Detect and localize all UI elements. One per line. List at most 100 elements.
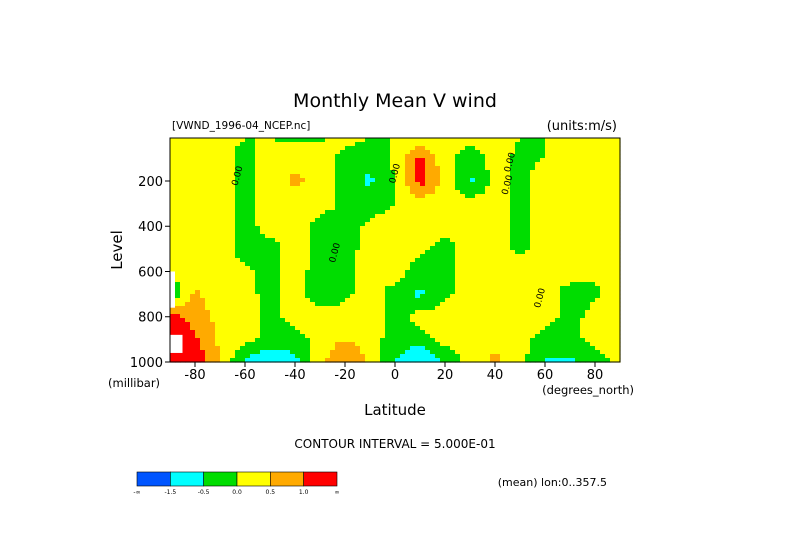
heatmap-cell	[225, 230, 231, 235]
heatmap-cell	[440, 190, 446, 195]
heatmap-cell	[500, 266, 506, 271]
heatmap-cell	[570, 166, 576, 171]
heatmap-cell	[235, 186, 241, 191]
heatmap-cell	[340, 186, 346, 191]
heatmap-cell	[350, 138, 356, 143]
heatmap-cell	[495, 174, 501, 179]
heatmap-cell	[230, 290, 236, 295]
heatmap-cell	[230, 298, 236, 303]
heatmap-cell	[305, 334, 311, 339]
heatmap-cell	[345, 338, 351, 343]
heatmap-cell	[515, 254, 521, 259]
heatmap-cell	[210, 330, 216, 335]
heatmap-cell	[380, 346, 386, 351]
heatmap-cell	[565, 338, 571, 343]
heatmap-cell	[445, 286, 451, 291]
heatmap-cell	[240, 354, 246, 359]
heatmap-cell	[560, 194, 566, 199]
heatmap-cell	[320, 242, 326, 247]
heatmap-cell	[370, 250, 376, 255]
heatmap-cell	[395, 246, 401, 251]
heatmap-cell	[400, 166, 406, 171]
heatmap-cell	[340, 354, 346, 359]
heatmap-cell	[425, 310, 431, 315]
heatmap-cell	[170, 178, 176, 183]
heatmap-cell	[305, 198, 311, 203]
heatmap-cell	[560, 166, 566, 171]
heatmap-cell	[525, 178, 531, 183]
heatmap-cell	[520, 146, 526, 151]
heatmap-cell	[550, 290, 556, 295]
heatmap-cell	[565, 326, 571, 331]
heatmap-cell	[275, 210, 281, 215]
heatmap-cell	[395, 346, 401, 351]
heatmap-cell	[215, 246, 221, 251]
heatmap-cell	[460, 322, 466, 327]
heatmap-cell	[410, 138, 416, 143]
heatmap-cell	[345, 326, 351, 331]
heatmap-cell	[550, 278, 556, 283]
heatmap-cell	[600, 158, 606, 163]
heatmap-cell	[470, 210, 476, 215]
heatmap-cell	[210, 314, 216, 319]
heatmap-cell	[520, 306, 526, 311]
heatmap-cell	[295, 222, 301, 227]
heatmap-cell	[410, 262, 416, 267]
heatmap-cell	[405, 290, 411, 295]
heatmap-cell	[300, 290, 306, 295]
heatmap-cell	[225, 326, 231, 331]
heatmap-cell	[425, 326, 431, 331]
heatmap-cell	[335, 150, 341, 155]
heatmap-cell	[200, 190, 206, 195]
heatmap-cell	[220, 298, 226, 303]
heatmap-cell	[430, 194, 436, 199]
heatmap-cell	[385, 290, 391, 295]
heatmap-cell	[400, 322, 406, 327]
heatmap-cell	[515, 342, 521, 347]
heatmap-cell	[200, 238, 206, 243]
heatmap-cell	[425, 222, 431, 227]
heatmap-cell	[405, 354, 411, 359]
heatmap-cell	[385, 202, 391, 207]
heatmap-cell	[380, 358, 386, 363]
heatmap-cell	[480, 194, 486, 199]
heatmap-cell	[465, 290, 471, 295]
heatmap-cell	[370, 274, 376, 279]
heatmap-cell	[575, 266, 581, 271]
heatmap-cell	[515, 162, 521, 167]
heatmap-cell	[540, 234, 546, 239]
heatmap-cell	[405, 294, 411, 299]
heatmap-cell	[320, 318, 326, 323]
heatmap-cell	[305, 306, 311, 311]
heatmap-cell	[300, 306, 306, 311]
heatmap-cell	[385, 214, 391, 219]
heatmap-cell	[355, 206, 361, 211]
heatmap-cell	[345, 182, 351, 187]
heatmap-cell	[490, 146, 496, 151]
heatmap-cell	[615, 142, 621, 147]
heatmap-cell	[580, 146, 586, 151]
heatmap-cell	[575, 310, 581, 315]
heatmap-cell	[210, 258, 216, 263]
heatmap-cell	[425, 186, 431, 191]
heatmap-cell	[280, 354, 286, 359]
heatmap-cell	[300, 266, 306, 271]
heatmap-cell	[210, 350, 216, 355]
heatmap-cell	[425, 142, 431, 147]
heatmap-cell	[435, 282, 441, 287]
heatmap-cell	[460, 346, 466, 351]
heatmap-cell	[555, 330, 561, 335]
heatmap-cell	[610, 290, 616, 295]
heatmap-cell	[360, 222, 366, 227]
heatmap-cell	[390, 310, 396, 315]
heatmap-cell	[330, 270, 336, 275]
heatmap-cell	[375, 354, 381, 359]
heatmap-cell	[485, 326, 491, 331]
heatmap-cell	[445, 334, 451, 339]
heatmap-cell	[360, 210, 366, 215]
heatmap-cell	[215, 210, 221, 215]
heatmap-cell	[280, 210, 286, 215]
heatmap-cell	[230, 186, 236, 191]
heatmap-cell	[405, 166, 411, 171]
heatmap-cell	[485, 170, 491, 175]
